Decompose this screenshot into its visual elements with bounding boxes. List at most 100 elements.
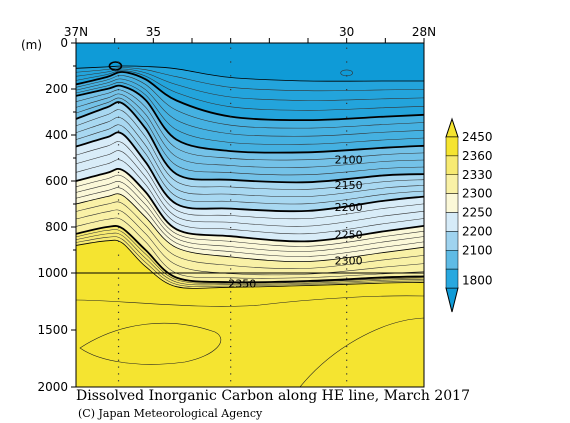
station-dot (117, 102, 120, 104)
isoline-minor (76, 82, 424, 145)
isoline-2050 (76, 65, 424, 82)
chart-credit: (C) Japan Meteorological Agency (78, 407, 263, 420)
contour-label: 2150 (335, 179, 363, 192)
isoline-minor (76, 150, 424, 227)
isoline-minor (76, 209, 424, 276)
station-dot (230, 61, 232, 63)
x-tick-label: 37N (64, 25, 88, 39)
station-dot (346, 158, 348, 160)
station-dot (230, 298, 232, 300)
contour-label: 2100 (335, 154, 363, 167)
station-dot (230, 89, 232, 91)
y-tick-label: 1000 (37, 266, 68, 280)
station-dot (230, 366, 232, 368)
station-dot (230, 345, 232, 348)
station-dot (117, 89, 120, 91)
station-dot (117, 291, 120, 293)
colorbar-segment (445, 136, 459, 157)
isoline-minor (76, 67, 424, 92)
station-dot (117, 298, 120, 300)
x-tick-label: 35 (146, 25, 161, 39)
colorbar-label: 2360 (462, 149, 493, 163)
colorbar-label: 2250 (462, 206, 493, 220)
isoline-minor (76, 109, 424, 190)
isoline-minor (76, 97, 424, 176)
deep-contour (79, 322, 222, 365)
station-dot (117, 158, 120, 160)
station-dot (346, 89, 348, 91)
colorbar-label: 2200 (462, 224, 493, 238)
station-dot (117, 75, 120, 77)
station-dot (117, 332, 120, 334)
isolines (76, 61, 424, 289)
plot-area: 2100 2150 2200 2250 2300 2350 (76, 43, 424, 387)
station-dot (230, 47, 232, 49)
y-axis-ticks: 0 200 400 600 800 1000 1500 2000 (37, 36, 76, 394)
contour-label: 2200 (335, 201, 363, 214)
station-dot (117, 268, 120, 270)
colorbar-segment (445, 268, 459, 289)
station-dot (230, 158, 232, 160)
colorbar-segment (445, 155, 459, 175)
colorbar-label: 1800 (462, 273, 493, 287)
y-tick-label: 600 (45, 174, 68, 188)
station-dot (346, 325, 348, 327)
station-dot (230, 304, 232, 307)
isoline-minor (76, 75, 424, 129)
station-dot (346, 254, 348, 256)
station-dot (230, 373, 232, 375)
station-dot (117, 240, 120, 242)
isoline-2150 (76, 84, 424, 154)
station-dot (117, 47, 120, 49)
station-dot (346, 75, 348, 77)
station-markers (117, 47, 348, 382)
isoline-minor (76, 68, 424, 101)
station-dot (230, 254, 232, 256)
station-dot (117, 345, 120, 348)
isoline-minor (76, 93, 424, 168)
station-dot (230, 199, 232, 201)
contour-labels: 2100 2150 2200 2250 2300 2350 (228, 154, 363, 291)
station-dot (346, 359, 348, 361)
isoline-minor (76, 159, 424, 235)
station-dot (117, 339, 120, 341)
colorbar-segment (445, 212, 459, 232)
station-dot (346, 144, 348, 146)
isoline-minor (76, 174, 424, 247)
station-dot (117, 352, 120, 354)
station-dot (346, 47, 348, 49)
station-dot (346, 352, 348, 354)
station-dot (346, 318, 348, 320)
station-dot (230, 339, 232, 341)
station-dot (346, 171, 348, 173)
colorbar-top-arrow (445, 117, 459, 138)
plot-frame (75, 42, 425, 388)
station-dot (117, 359, 120, 361)
y-axis-unit: (m) (21, 38, 42, 52)
station-dot (230, 227, 232, 229)
deep-contour-right (299, 317, 424, 387)
station-dot (230, 311, 232, 313)
station-dot (230, 144, 232, 146)
station-dot (117, 130, 120, 132)
x-tick-label: 28N (412, 25, 436, 39)
y-tick-label: 1500 (37, 323, 68, 337)
station-dot (117, 380, 120, 382)
station-dot (346, 213, 348, 215)
deep-contour-mid (76, 295, 424, 307)
station-dot (346, 227, 348, 229)
y-tick-label: 200 (45, 82, 68, 96)
station-dot (230, 352, 232, 354)
station-dot (346, 61, 348, 63)
isoline-minor (76, 201, 424, 269)
contour-label: 2250 (335, 229, 363, 242)
station-dot (117, 284, 120, 286)
colorbar-label: 2450 (462, 130, 493, 144)
station-dot (117, 61, 120, 63)
isoline-minor (76, 78, 424, 137)
isoline-minor (76, 141, 424, 220)
station-dot (346, 291, 348, 293)
station-dot (117, 254, 120, 256)
station-dot (117, 311, 120, 313)
station-dot (230, 332, 232, 334)
